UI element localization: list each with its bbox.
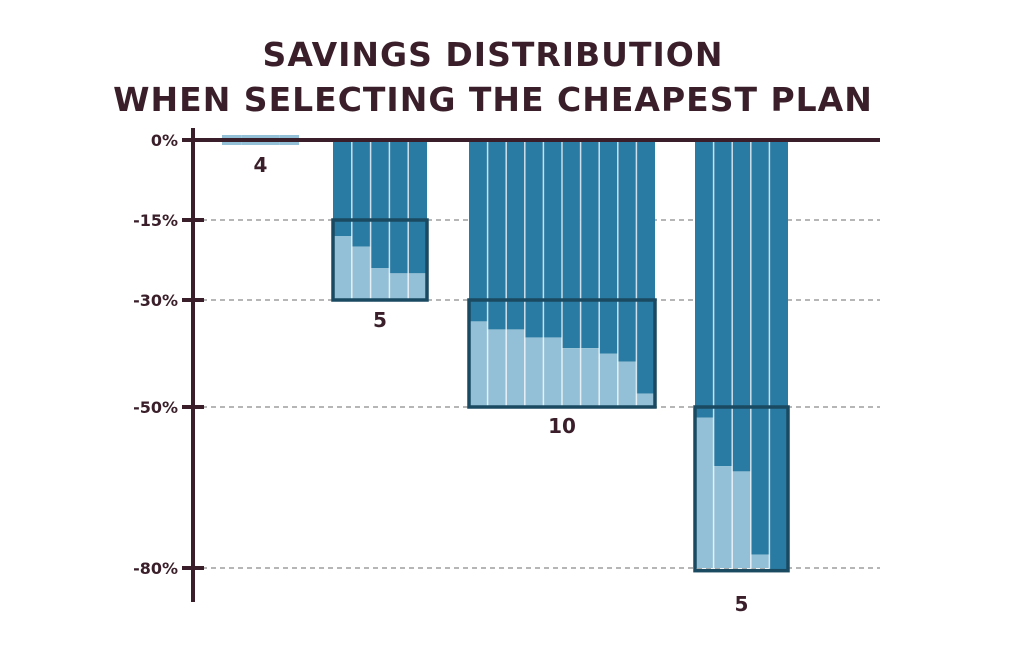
- bar: [408, 140, 427, 274]
- bar: [543, 140, 562, 338]
- bar-remainder: [732, 471, 751, 568]
- bar: [389, 140, 409, 274]
- bar: [695, 140, 714, 418]
- bar-remainder: [695, 417, 714, 568]
- range-frame: [331, 218, 429, 302]
- bar-remainder: [562, 348, 581, 407]
- bar: [524, 140, 544, 338]
- bar-remainder: [408, 273, 427, 300]
- bar-remainder: [617, 361, 637, 407]
- bar: [351, 140, 371, 247]
- bar-remainder: [333, 236, 352, 300]
- group-count-label: 5: [373, 308, 387, 332]
- y-tick-label: -15%: [133, 211, 178, 230]
- bar-remainder: [469, 321, 488, 407]
- bar-remainder: [487, 329, 507, 407]
- bar: [713, 140, 733, 467]
- bar: [487, 140, 507, 330]
- bar: [580, 140, 600, 349]
- range-frame: [467, 298, 657, 409]
- bar: [333, 140, 352, 236]
- chart-title-line-2: When Selecting the Cheapest Plan: [113, 80, 873, 119]
- bar: [769, 140, 788, 571]
- bar-remainder: [389, 273, 409, 300]
- bar-remainder: [370, 268, 390, 300]
- bar: [370, 140, 390, 268]
- y-tick-label: -80%: [133, 559, 178, 578]
- bar: [469, 140, 488, 322]
- bar-remainder: [636, 393, 655, 407]
- group-count-label: 4: [254, 153, 268, 177]
- bar: [506, 140, 525, 330]
- y-tick-label: -50%: [133, 398, 178, 417]
- y-tick-label: -30%: [133, 291, 178, 310]
- bar: [750, 140, 770, 555]
- bar: [599, 140, 618, 354]
- bar-remainder: [543, 337, 562, 407]
- bar-remainder: [506, 329, 525, 407]
- bar-remainder: [580, 348, 600, 407]
- bar: [732, 140, 751, 472]
- bar-remainder: [351, 246, 371, 300]
- group-count-label: 10: [548, 414, 576, 438]
- bar-remainder: [524, 337, 544, 407]
- chart-title: Savings Distribution When Selecting the …: [0, 32, 986, 122]
- group-count-label: 5: [735, 592, 749, 616]
- bar-remainder: [750, 554, 770, 568]
- bar: [617, 140, 637, 362]
- bar: [636, 140, 655, 394]
- bar-remainder: [713, 466, 733, 568]
- bar-remainder: [599, 353, 618, 407]
- y-tick-label: 0%: [151, 131, 178, 150]
- range-frame: [693, 405, 790, 573]
- bar: [562, 140, 581, 349]
- chart-title-line-1: Savings Distribution: [262, 35, 724, 74]
